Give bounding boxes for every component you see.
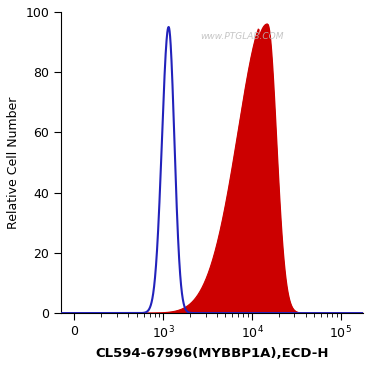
Y-axis label: Relative Cell Number: Relative Cell Number — [7, 96, 20, 229]
Text: www.PTGLAB.COM: www.PTGLAB.COM — [201, 32, 284, 40]
X-axis label: CL594-67996(MYBBP1A),ECD-H: CL594-67996(MYBBP1A),ECD-H — [95, 347, 329, 360]
